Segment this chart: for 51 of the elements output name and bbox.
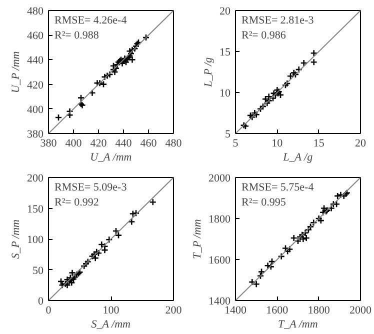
y-axis-title: T_P /mm [192,219,204,260]
y-tick-label: 1800 [208,214,231,226]
x-axis-title: U_A /mm [90,152,132,164]
y-tick-label: 50 [32,264,44,277]
y-tick-label: 150 [27,203,44,216]
x-axis-title: L_A /g [282,152,314,164]
x-tick-label: 20 [355,138,366,150]
x-tick-label: 2000 [350,304,372,316]
y-tick-label: 200 [27,172,44,184]
y-tick-label: 1400 [208,296,231,308]
y-tick-label: 1600 [208,254,231,266]
y-axis-title: L_P /g [202,56,214,88]
x-tick-label: 480 [165,138,182,150]
x-tick-label: 0 [46,304,52,316]
annotation: R²= 0.986 [242,30,286,42]
annotation: R²= 0.992 [54,196,99,208]
x-tick-label: 200 [165,304,182,316]
x-tick-label: 400 [65,138,82,150]
x-tick-label: 1600 [266,304,289,316]
y-tick-label: 15 [220,46,231,58]
x-tick-label: 440 [115,138,132,150]
y-tick-label: 20 [220,6,231,18]
y-tick-label: 100 [27,234,44,246]
y-tick-label: 480 [27,6,44,18]
y-tick-label: 440 [27,54,44,67]
annotation: RMSE= 4.26e-4 [54,14,128,26]
x-tick-label: 460 [140,138,158,150]
annotation: R²= 0.995 [242,196,286,208]
y-tick-label: 380 [27,128,44,140]
x-tick-label: 5 [232,138,239,150]
y-tick-label: 400 [27,104,44,116]
y-tick-label: 0 [38,296,44,308]
annotation: RMSE= 5.75e-4 [242,182,314,194]
y-tick-label: 420 [27,79,44,92]
y-tick-label: 5 [225,128,231,140]
y-tick-label: 2000 [208,172,231,184]
x-axis-title: T_A /mm [278,318,318,330]
x-tick-label: 1800 [308,304,330,316]
annotation: R²= 0.988 [54,30,100,42]
x-tick-label: 100 [102,304,120,316]
x-tick-label: 380 [40,138,58,150]
x-axis-title: S_A /mm [91,318,131,330]
y-tick-label: 460 [27,30,44,42]
y-tick-label: 10 [220,88,231,100]
y-axis-title: U_P /mm [10,51,22,93]
annotation: RMSE= 5.09e-3 [54,182,128,194]
y-axis-title: S_P /mm [10,219,22,259]
annotation: RMSE= 2.81e-3 [242,14,314,26]
x-tick-label: 420 [90,138,108,150]
x-tick-label: 15 [313,138,325,150]
x-tick-label: 10 [272,138,284,150]
